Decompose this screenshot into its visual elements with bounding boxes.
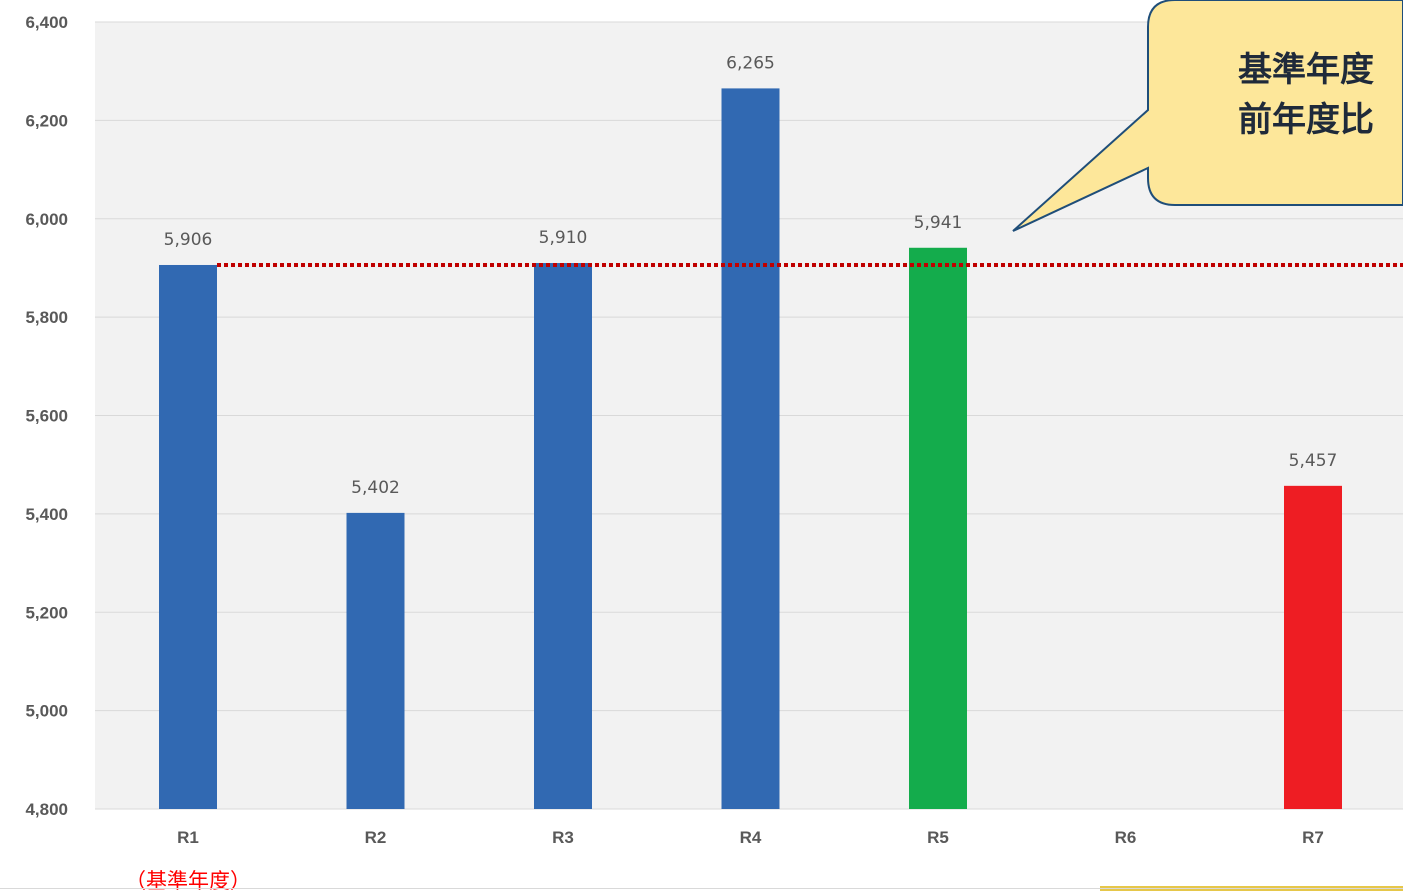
y-tick-label: 5,000 (25, 702, 68, 721)
y-tick-label: 5,400 (25, 505, 68, 524)
bar-r5 (909, 247, 967, 809)
y-tick-label: 5,800 (25, 308, 68, 327)
base-year-note: （基準年度） (125, 869, 251, 891)
y-tick-label: 5,200 (25, 603, 68, 622)
callout-bubble (1012, 0, 1403, 232)
callout-line-1: 基準年度 (1238, 50, 1374, 90)
y-tick-label: 6,200 (25, 111, 68, 130)
callout-line-2: 前年度比 (1238, 100, 1374, 140)
y-axis: 4,800 5,000 5,200 5,400 5,600 5,800 6,000 6,200… (25, 13, 68, 819)
bar-r1 (159, 264, 217, 810)
data-label-r7: 5,457 (1289, 451, 1338, 471)
data-label-r2: 5,402 (351, 478, 400, 498)
x-axis: R1 R2 R3 R4 R5 R6 R7 (177, 828, 1324, 847)
x-tick-label-r6: R6 (1115, 828, 1137, 847)
y-tick-label: 5,600 (25, 407, 68, 426)
y-tick-label: 6,400 (25, 13, 68, 32)
x-tick-label-r5: R5 (927, 828, 949, 847)
x-tick-label-r1: R1 (177, 828, 199, 847)
bottom-rule (0, 888, 1403, 889)
bar-r7 (1284, 485, 1342, 809)
y-tick-label: 6,000 (25, 210, 68, 229)
x-tick-label-r3: R3 (552, 828, 574, 847)
bar-r3 (534, 263, 592, 809)
bar-r2 (346, 512, 405, 809)
data-label-r4: 6,265 (726, 53, 775, 73)
data-labels: 5,906 5,402 5,910 6,265 5,941 5,457 (164, 53, 1338, 497)
data-label-r3: 5,910 (539, 228, 588, 248)
x-tick-label-r2: R2 (365, 828, 387, 847)
data-label-r5: 5,941 (914, 213, 963, 233)
data-label-r1: 5,906 (164, 230, 213, 250)
bars (159, 88, 1342, 810)
y-tick-label: 4,800 (25, 800, 68, 819)
bar-r4 (721, 88, 780, 809)
callout: 基準年度 前年度比 (1012, 0, 1403, 232)
x-tick-label-r7: R7 (1302, 828, 1324, 847)
x-tick-label-r4: R4 (740, 828, 762, 847)
